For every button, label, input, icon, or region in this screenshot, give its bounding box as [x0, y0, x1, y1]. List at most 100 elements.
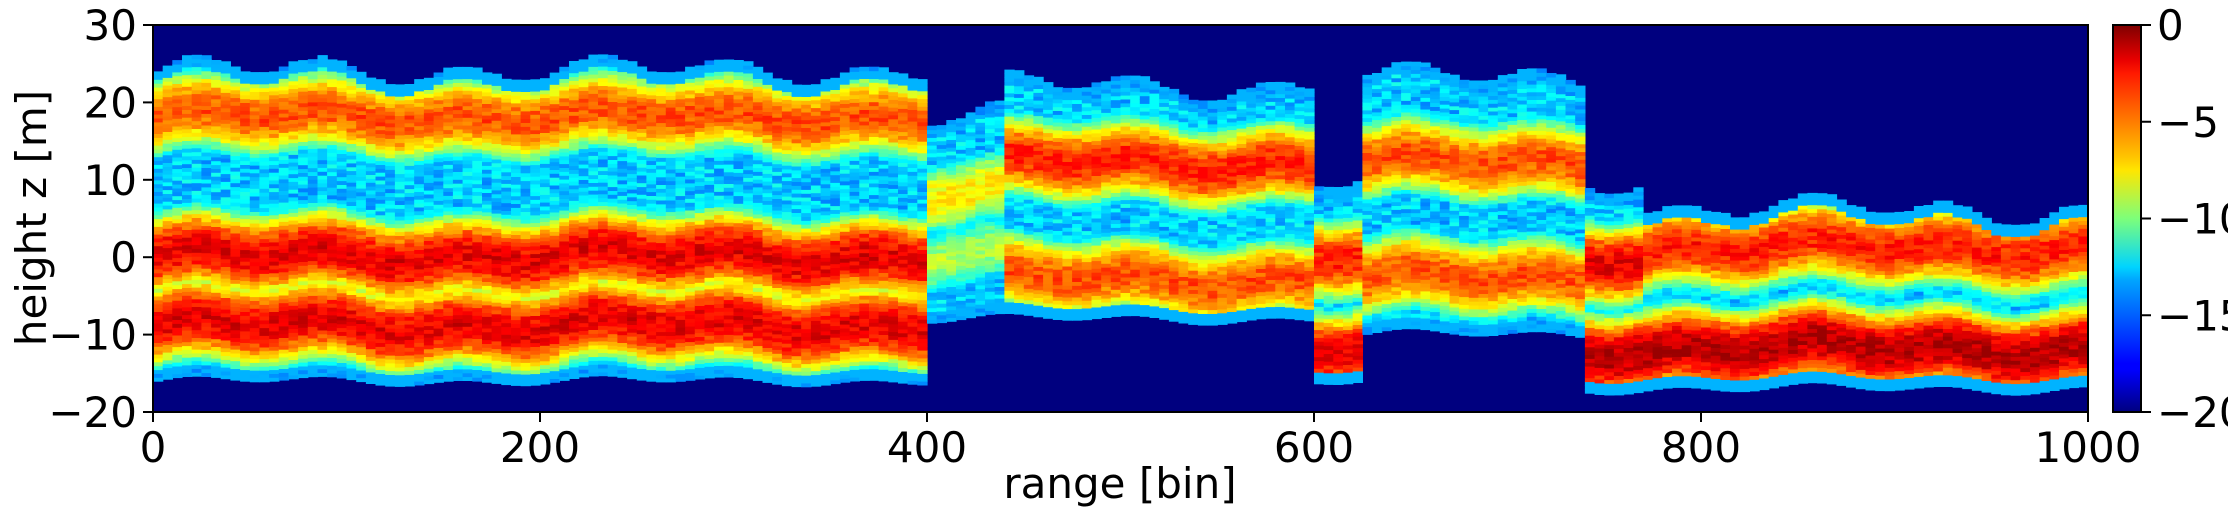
- heatmap-cell: [395, 170, 405, 175]
- heatmap-cell: [376, 370, 386, 375]
- heatmap-cell: [627, 88, 637, 93]
- heatmap-cell: [308, 63, 318, 68]
- heatmap-cell: [472, 106, 482, 111]
- heatmap-cell: [337, 72, 347, 77]
- heatmap-cell: [163, 275, 173, 280]
- heatmap-cell: [424, 349, 434, 354]
- heatmap-cell: [308, 268, 318, 273]
- heatmap-cell: [327, 210, 337, 215]
- heatmap-cell: [646, 168, 656, 173]
- heatmap-cell: [221, 212, 231, 217]
- heatmap-cell: [579, 187, 589, 192]
- heatmap-cell: [405, 134, 415, 139]
- heatmap-cell: [356, 184, 366, 189]
- heatmap-cell: [376, 137, 386, 142]
- heatmap-cell: [259, 378, 269, 383]
- heatmap-cell: [211, 145, 221, 150]
- heatmap-cell: [637, 291, 647, 296]
- heatmap-cell: [443, 257, 453, 262]
- heatmap-cell: [550, 204, 560, 209]
- heatmap-cell: [443, 195, 453, 200]
- heatmap-cell: [424, 233, 434, 238]
- heatmap-cell: [705, 339, 715, 344]
- heatmap-cell: [559, 75, 569, 80]
- heatmap-cell: [182, 284, 192, 289]
- heatmap-cell: [550, 77, 560, 82]
- heatmap-cell: [724, 296, 734, 301]
- heatmap-cell: [646, 192, 656, 197]
- heatmap-cell: [453, 152, 463, 157]
- heatmap-cell: [337, 126, 347, 131]
- heatmap-cell: [463, 326, 473, 331]
- heatmap-cell: [259, 370, 269, 375]
- heatmap-cell: [182, 121, 192, 126]
- heatmap-cell: [201, 67, 211, 72]
- heatmap-cell: [492, 167, 502, 172]
- heatmap-cell: [637, 365, 647, 370]
- heatmap-cell: [646, 246, 656, 251]
- heatmap-cell: [501, 319, 511, 324]
- heatmap-cell: [337, 115, 347, 120]
- heatmap-cell: [414, 133, 424, 138]
- heatmap-cell: [163, 101, 173, 106]
- heatmap-cell: [405, 189, 415, 194]
- heatmap-cell: [646, 362, 656, 367]
- heatmap-cell: [289, 73, 299, 78]
- heatmap-cell: [221, 243, 231, 248]
- heatmap-cell: [211, 134, 221, 139]
- heatmap-cell: [559, 287, 569, 292]
- heatmap-cell: [714, 331, 724, 336]
- heatmap-cell: [550, 305, 560, 310]
- heatmap-cell: [724, 83, 734, 88]
- heatmap-cell: [385, 382, 395, 387]
- heatmap-cell: [588, 341, 598, 346]
- heatmap-cell: [627, 170, 637, 175]
- heatmap-cell: [230, 159, 240, 164]
- heatmap-cell: [230, 132, 240, 137]
- heatmap-cell: [289, 158, 299, 163]
- heatmap-cell: [289, 336, 299, 341]
- heatmap-cell: [463, 110, 473, 115]
- heatmap-cell: [530, 134, 540, 139]
- heatmap-cell: [230, 179, 240, 184]
- heatmap-cell: [743, 274, 753, 279]
- heatmap-cell: [405, 185, 415, 190]
- heatmap-cell: [579, 222, 589, 227]
- heatmap-cell: [172, 219, 182, 224]
- heatmap-cell: [259, 107, 269, 112]
- heatmap-cell: [666, 339, 676, 344]
- heatmap-cell: [492, 205, 502, 210]
- heatmap-cell: [289, 150, 299, 155]
- heatmap-cell: [414, 99, 424, 104]
- heatmap-cell: [298, 296, 308, 301]
- heatmap-cell: [327, 214, 337, 219]
- heatmap-cell: [424, 182, 434, 187]
- heatmap-cell: [269, 172, 279, 177]
- heatmap-cell: [298, 149, 308, 154]
- heatmap-cell: [327, 160, 337, 165]
- heatmap-cell: [482, 359, 492, 364]
- heatmap-cell: [463, 338, 473, 343]
- heatmap-cell: [617, 64, 627, 68]
- heatmap-cell: [482, 312, 492, 317]
- heatmap-cell: [521, 331, 531, 336]
- heatmap-cell: [434, 258, 444, 263]
- heatmap-cell: [646, 103, 656, 108]
- heatmap-cell: [579, 299, 589, 304]
- heatmap-cell: [230, 229, 240, 234]
- heatmap-cell: [646, 230, 656, 235]
- heatmap-cell: [559, 229, 569, 234]
- heatmap-cell: [685, 171, 695, 176]
- heatmap-cell: [598, 240, 608, 245]
- heatmap-cell: [153, 350, 163, 355]
- heatmap-cell: [250, 188, 260, 193]
- heatmap-cell: [521, 188, 531, 193]
- heatmap-cell: [550, 293, 560, 298]
- heatmap-cell: [414, 327, 424, 332]
- heatmap-cell: [347, 182, 357, 187]
- heatmap-cell: [482, 100, 492, 105]
- heatmap-cell: [424, 314, 434, 319]
- heatmap-cell: [579, 276, 589, 281]
- heatmap-cell: [492, 136, 502, 141]
- heatmap-cell: [376, 180, 386, 185]
